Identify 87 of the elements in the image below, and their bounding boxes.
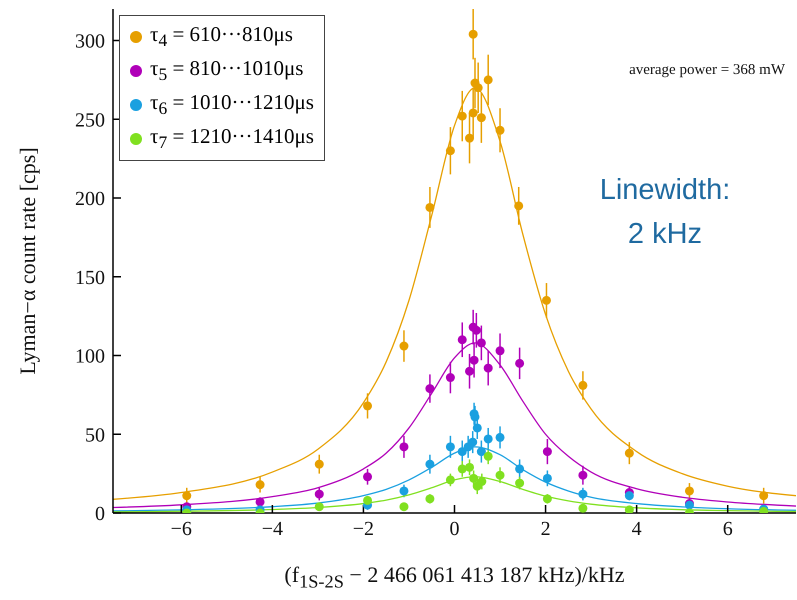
y-tick-label: 100: [75, 346, 105, 368]
point: [542, 494, 552, 504]
x-axis-title: (f$_{1S-2S}$ − 2 466 061 413 187 kHz)/kHz: [283, 562, 626, 592]
point: [425, 494, 434, 504]
point: [469, 474, 478, 483]
point: [578, 380, 588, 390]
point: [476, 338, 486, 348]
point: [182, 491, 192, 500]
point: [314, 490, 324, 499]
point: [477, 477, 486, 486]
point: [468, 438, 478, 447]
legend-label: τ$_{6}$ = 1010···1210μs: [150, 90, 314, 120]
point: [363, 472, 372, 482]
point: [496, 470, 505, 480]
point: [759, 491, 768, 500]
x-tick-label: 2: [540, 518, 551, 540]
point: [446, 146, 455, 156]
annotation: Linewidth: 2 kHz: [598, 173, 732, 252]
point: [399, 442, 408, 452]
point: [624, 491, 634, 500]
point: [458, 464, 467, 474]
point: [624, 505, 634, 513]
point: [446, 475, 455, 484]
point: [515, 464, 524, 474]
legend-label: τ$_{5}$ = 810···1010μs: [150, 56, 304, 86]
point: [484, 75, 493, 84]
point: [458, 447, 467, 456]
point: [314, 460, 324, 469]
point: [425, 384, 434, 394]
legend-label: τ$_{4}$ = 610···810μs: [150, 22, 293, 52]
point: [425, 460, 434, 469]
point: [496, 126, 505, 135]
point: [465, 134, 474, 143]
point: [474, 83, 483, 92]
point: [425, 202, 434, 212]
point: [484, 434, 493, 444]
point: [476, 113, 486, 122]
y-tick-label: 200: [75, 188, 105, 210]
point: [256, 480, 265, 490]
x-tick-label: −4: [262, 518, 284, 540]
point: [472, 326, 481, 335]
point: [578, 490, 588, 499]
x-tick-label: 6: [722, 518, 733, 540]
point: [496, 432, 505, 442]
point: [363, 496, 372, 505]
point: [470, 356, 479, 365]
legend-label: τ$_{7}$ = 1210···1410μs: [150, 124, 314, 154]
y-axis-title: Lyman−α count rate [cps]: [15, 147, 41, 375]
point: [363, 401, 372, 410]
point: [458, 112, 467, 121]
point: [496, 346, 505, 356]
y-tick-label: 250: [75, 109, 105, 132]
x-tick-label: 4: [632, 518, 642, 540]
point: [472, 423, 482, 432]
point: [542, 447, 552, 456]
x-tick-label: 0: [450, 518, 460, 540]
point: [399, 342, 408, 351]
point: [515, 478, 524, 488]
point: [578, 470, 588, 480]
x-tick-label: −6: [170, 518, 192, 540]
point: [542, 474, 552, 483]
y-tick-label: 0: [95, 503, 105, 526]
point: [514, 201, 524, 210]
point: [465, 366, 474, 376]
point: [578, 504, 588, 513]
point: [465, 462, 474, 472]
point: [484, 364, 493, 373]
y-tick-label: 50: [85, 424, 105, 446]
point: [399, 486, 408, 496]
point: [476, 447, 486, 456]
x-tick-label: −2: [352, 518, 374, 540]
point: [256, 497, 265, 506]
point: [684, 486, 694, 496]
point: [468, 30, 478, 39]
annotation: average power = 368 mW: [629, 62, 785, 79]
point: [458, 335, 467, 344]
point: [314, 502, 324, 512]
point: [446, 442, 455, 452]
y-tick-label: 300: [75, 30, 105, 53]
point: [484, 452, 493, 461]
point: [624, 448, 634, 458]
y-tick-label: 150: [75, 266, 105, 289]
point: [399, 502, 408, 512]
point: [446, 373, 455, 382]
point: [542, 296, 551, 305]
point: [468, 108, 478, 118]
point: [515, 358, 524, 368]
